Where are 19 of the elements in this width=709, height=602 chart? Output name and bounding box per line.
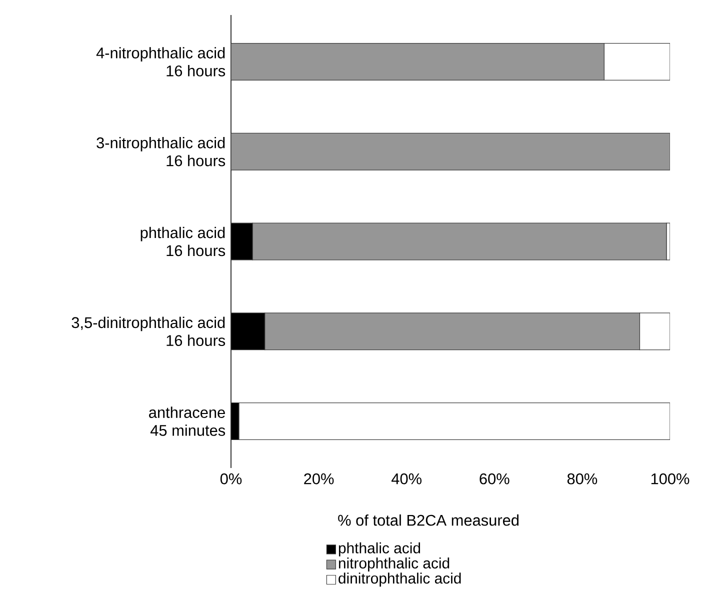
legend-label: nitrophthalic acid — [338, 558, 450, 572]
y-tick-label: anthracene 45 minutes — [149, 406, 226, 436]
x-axis-title: % of total B2CA measured — [338, 514, 519, 526]
x-tick-label: 0% — [220, 473, 242, 484]
x-tick-label: 100% — [651, 473, 690, 484]
bar — [231, 132, 670, 170]
legend-label: phthalic acid — [338, 542, 420, 556]
bar — [231, 43, 604, 80]
y-tick-label: 3-nitrophthalic acid 16 hours — [96, 136, 226, 166]
bar — [264, 312, 640, 350]
x-tick-label: 20% — [304, 473, 334, 484]
x-tick-label: 40% — [392, 473, 422, 484]
y-tick-label: phthalic acid 16 hours — [140, 226, 226, 256]
x-tick-label: 80% — [567, 473, 598, 484]
y-tick-label: 4-nitrophthalic acid 16 hours — [96, 47, 226, 76]
bar — [252, 222, 667, 260]
legend-label: dinitrophthalic acid — [338, 572, 461, 587]
x-tick-label: 60% — [480, 473, 510, 484]
y-tick-label: 3,5-dinitrophthalic acid 16 hours — [72, 316, 226, 346]
